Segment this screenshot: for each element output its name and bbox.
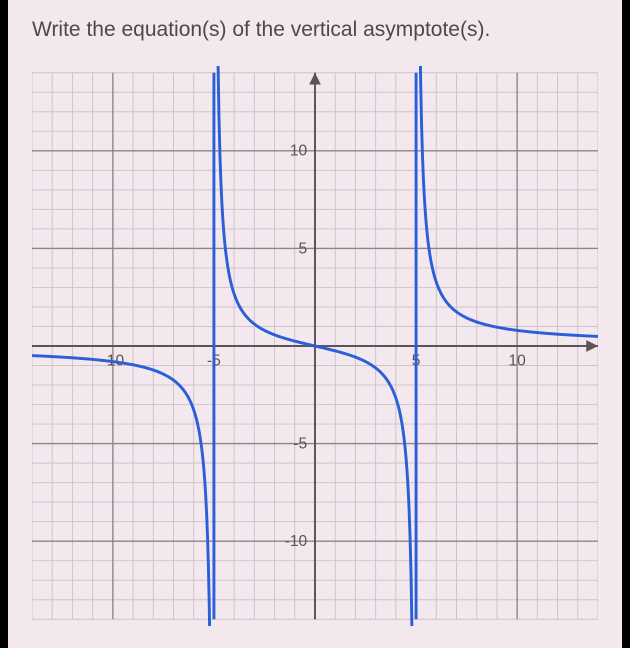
graph-container: -10-5510-10-5510 xyxy=(32,66,598,626)
y-tick-label: 10 xyxy=(290,143,308,160)
y-tick-label: 5 xyxy=(299,240,308,257)
x-tick-label: 10 xyxy=(508,353,526,370)
y-tick-label: -10 xyxy=(285,533,308,550)
question-text: Write the equation(s) of the vertical as… xyxy=(32,18,598,42)
graph-svg: -10-5510-10-5510 xyxy=(32,66,598,626)
y-tick-label: -5 xyxy=(293,435,307,452)
page: Write the equation(s) of the vertical as… xyxy=(0,0,630,648)
